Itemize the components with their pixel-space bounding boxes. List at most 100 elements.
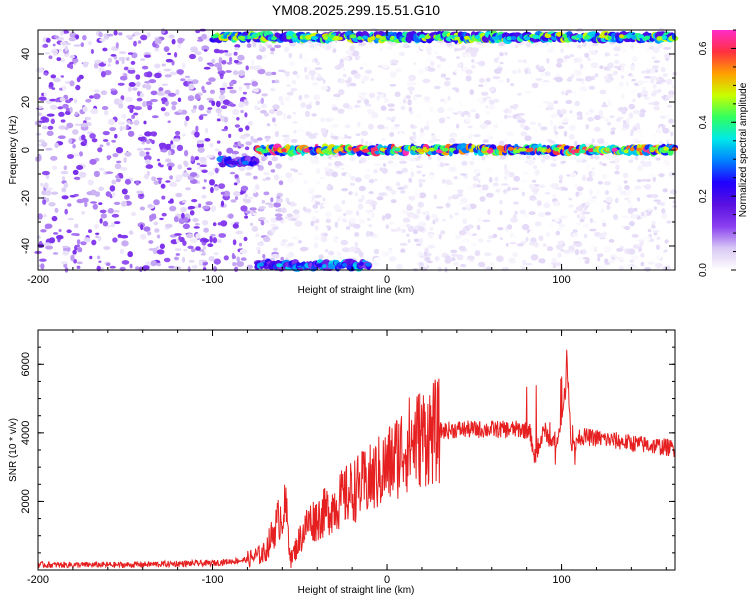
spectrogram-cell (390, 161, 399, 168)
spectrogram-cell (355, 133, 361, 137)
spectrogram-cell (469, 160, 475, 166)
spectrogram-cell (532, 157, 536, 161)
spectrogram-cell (154, 48, 160, 52)
spectrogram-cell (237, 54, 245, 61)
spectrogram-cell (228, 213, 234, 219)
spectrogram-cell (530, 254, 539, 261)
spectrogram-cell (641, 178, 648, 182)
spectrogram-cell (202, 186, 206, 190)
spectrogram-cell (79, 151, 83, 157)
spectrogram-cell (159, 243, 165, 250)
spectrogram-peak-cell (571, 35, 578, 40)
spectrogram-cell (519, 123, 526, 128)
spectrogram-cell (525, 42, 531, 48)
spectrogram-cell (639, 133, 643, 139)
spectrogram-cell (449, 214, 453, 220)
spectrogram-cell (245, 141, 253, 146)
spectrogram-cell (387, 46, 393, 50)
spectrogram-cell (504, 169, 510, 175)
spectrogram-cell (311, 59, 316, 63)
spectrogram-cell (330, 135, 339, 139)
spectrogram-cell (210, 205, 217, 212)
spectrogram-cell (489, 262, 495, 266)
spectrogram-cell (142, 84, 147, 89)
spectrogram-cell (539, 65, 545, 70)
spectrogram-cell (114, 163, 122, 170)
spectrogram-cell (191, 108, 197, 114)
spectrogram-cell (371, 212, 375, 219)
spectrogram-cell (284, 95, 291, 102)
spectrogram-cell (365, 230, 371, 238)
spectrogram-cell (156, 249, 165, 255)
spectrogram-peak-cell (532, 34, 541, 39)
spectrogram-cell (570, 250, 576, 253)
spectrogram-cell (226, 86, 234, 90)
spectrogram-cell (229, 56, 233, 64)
spectrogram-cell (647, 208, 652, 212)
spectrogram-cell (124, 178, 131, 185)
spectrogram-cell (226, 61, 233, 65)
spectrogram-cell (57, 135, 66, 139)
spectrogram-cell (201, 194, 207, 199)
spectrogram-cell (239, 249, 248, 254)
spectrogram-cell (573, 153, 577, 161)
spectrogram-cell (667, 43, 674, 46)
spectrogram-cell (240, 185, 249, 192)
spectrogram-cell (243, 198, 252, 204)
spectrogram-cell (164, 74, 172, 78)
snr-x-label: Height of straight line (km) (298, 585, 415, 596)
spectrogram-cell (129, 263, 133, 269)
spectrogram-peak-cell (257, 262, 264, 267)
spectrogram-cell (467, 255, 475, 260)
spectrogram-cell (413, 61, 417, 66)
spectrogram-cell (377, 91, 382, 95)
spectrogram-cell (550, 163, 557, 167)
spectrogram-cell (653, 206, 658, 211)
spectrogram-cell (662, 73, 668, 77)
spectrogram-cell (499, 210, 503, 216)
spectrogram-cell (506, 78, 510, 83)
spectrogram-cell (181, 212, 185, 219)
spectrogram-cell (329, 117, 334, 122)
spectrogram-cell (49, 237, 56, 244)
spectrogram-cell (243, 236, 248, 242)
spectrogram-cell (208, 77, 216, 82)
spectrogram-cell (246, 85, 250, 90)
spectrogram-peak-cell (513, 149, 521, 154)
spectrogram-cell (343, 74, 347, 78)
spectrogram-peak-cell (544, 33, 552, 38)
spectrogram-cell (660, 115, 666, 119)
spectrogram-cell (534, 221, 542, 227)
spectrogram-cell (556, 57, 564, 64)
spectrogram-cell (127, 69, 136, 74)
spectrogram-y-label: Frequency (Hz) (8, 116, 19, 185)
spectrogram-cell (80, 42, 85, 48)
spectrogram-peak-cell (305, 35, 312, 39)
spectrogram-cell (47, 125, 54, 130)
spectrogram-cell (402, 98, 407, 104)
spectrogram-cell (478, 60, 486, 67)
spectrogram-cell (361, 194, 365, 201)
spectrogram-cell (574, 69, 582, 76)
spectrogram-cell (232, 239, 237, 246)
spectrogram-cell (253, 187, 257, 194)
spectrogram-cell (74, 233, 80, 237)
spectrogram-cell (310, 158, 318, 165)
spectrogram-cell (436, 63, 442, 70)
spectrogram-cell (278, 180, 284, 186)
spectrogram-cell (43, 72, 48, 75)
spectrogram-cell (531, 197, 538, 201)
spectrogram-cell (120, 200, 128, 207)
spectrogram-cell (165, 158, 172, 163)
spectrogram-cell (244, 210, 251, 214)
spectrogram-cell (238, 242, 243, 247)
spectrogram-cell (634, 155, 639, 161)
spectrogram-cell (560, 48, 564, 53)
spectrogram-cell (61, 195, 69, 200)
spectrogram-cell (103, 246, 111, 250)
spectrogram-cell (244, 112, 248, 118)
spectrogram-cell (389, 71, 398, 75)
spectrogram-cell (368, 166, 375, 171)
spectrogram-peak-cell (337, 147, 344, 152)
spectrogram-cell (62, 245, 69, 249)
